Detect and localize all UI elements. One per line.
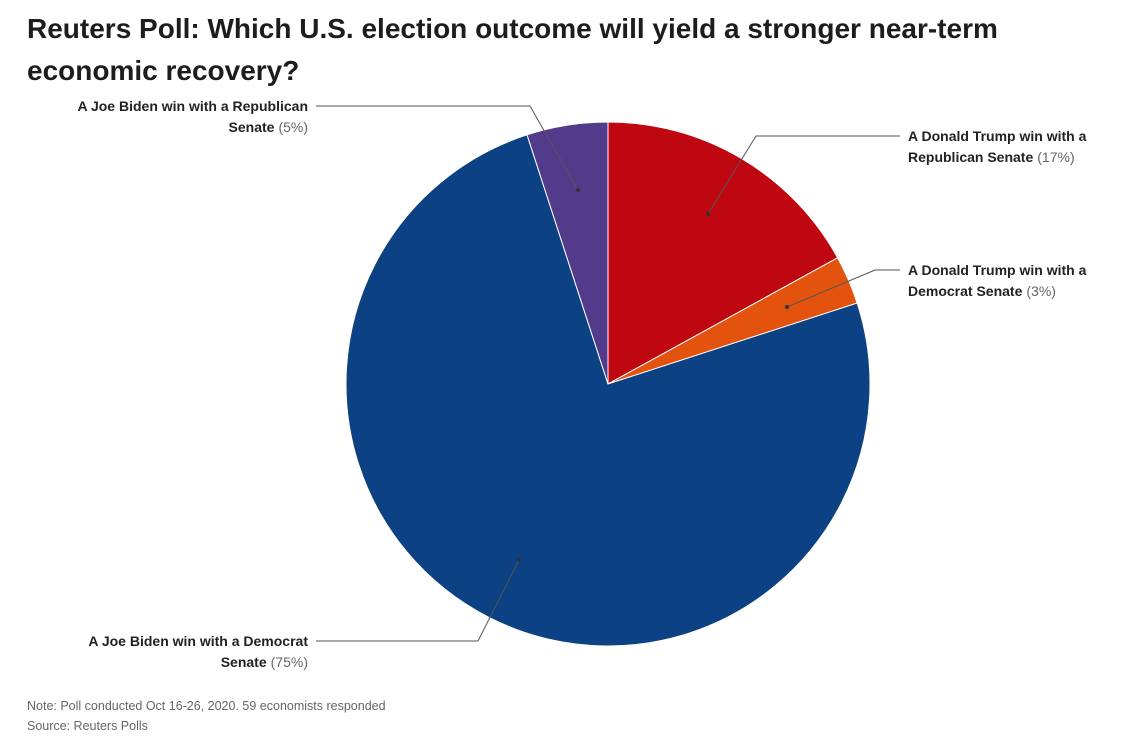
leader-dot bbox=[576, 188, 580, 192]
pie-slice-4 bbox=[526, 121, 609, 385]
label-leader-line bbox=[786, 269, 900, 308]
leader-dot bbox=[785, 305, 789, 309]
slice-label: A Joe Biden win with a Democrat Senate (75… bbox=[88, 633, 308, 670]
slice-label: A Donald Trump win with a Democrat Senate… bbox=[908, 262, 1087, 299]
slice-label: A Donald Trump win with a Republican Sena… bbox=[908, 128, 1087, 165]
pie-slice-1 bbox=[607, 121, 839, 385]
label-leader-line bbox=[316, 105, 579, 191]
slice-label: A Joe Biden win with a Republican Senate(… bbox=[77, 98, 308, 135]
leader-dot bbox=[517, 558, 521, 562]
chart-note: Note: Poll conducted Oct 16-26, 2020. 59… bbox=[27, 699, 386, 713]
label-leader-line bbox=[316, 559, 520, 642]
chart-source: Source: Reuters Polls bbox=[27, 719, 148, 733]
chart-title: Reuters Poll: Which U.S. election outcom… bbox=[27, 13, 998, 86]
pie-slice-3 bbox=[345, 134, 871, 647]
label-leader-line bbox=[707, 135, 900, 215]
leader-dot bbox=[706, 212, 710, 216]
